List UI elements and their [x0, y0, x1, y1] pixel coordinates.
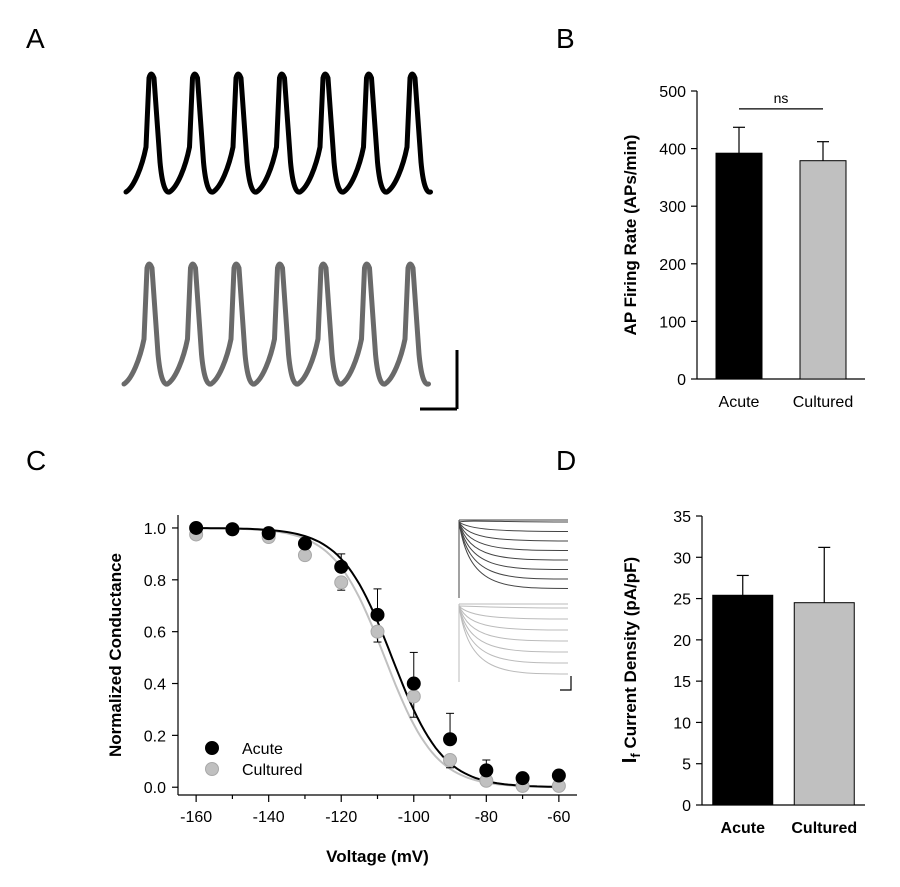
inset-trace-acute	[458, 521, 569, 532]
y-tick-label: 35	[673, 509, 691, 526]
x-tick-label: -160	[180, 809, 212, 826]
y-tick-label: 1.0	[144, 521, 166, 538]
x-tick-label: -60	[547, 809, 570, 826]
y-axis-title: Normalized Conductance	[106, 553, 125, 757]
data-point-cultured	[406, 689, 421, 704]
y-tick-label: 0	[677, 372, 686, 389]
scale-bar	[420, 350, 459, 411]
bar-cultured	[793, 602, 855, 806]
x-tick-label: -120	[325, 809, 357, 826]
panel-b-firing-rate-chart: 0 100 200 300 400 500 Acute Cultured ns AP Firing…	[621, 84, 865, 411]
data-point-cultured	[297, 548, 312, 563]
data-point-acute	[515, 771, 530, 786]
inset-trace-cultured	[458, 605, 569, 675]
y-tick-label: 10	[673, 715, 691, 732]
y-tick-label: 0.0	[144, 780, 166, 797]
y-tick-label: 0.2	[144, 728, 166, 745]
panel-letter-a: A	[26, 23, 45, 54]
data-point-acute	[370, 607, 385, 622]
inset-trace-acute	[458, 521, 569, 589]
data-point-cultured	[334, 575, 349, 590]
data-point-cultured	[443, 753, 458, 767]
data-point-acute	[297, 536, 312, 551]
panel-letter-d: D	[556, 445, 576, 476]
inset-trace-cultured	[458, 605, 569, 631]
y-axis-title-main: I	[619, 758, 641, 764]
data-point-acute	[225, 522, 240, 537]
data-point-acute	[443, 732, 458, 747]
legend-marker-acute	[205, 741, 219, 755]
y-tick-label: 30	[673, 550, 691, 567]
x-tick-label: -140	[253, 809, 285, 826]
panel-a-action-potential-traces	[121, 71, 459, 411]
y-tick-label: 200	[659, 257, 686, 274]
data-point-acute	[406, 676, 421, 691]
legend-marker-cultured	[205, 762, 219, 776]
x-category-label: Acute	[721, 820, 766, 837]
x-category-label: Cultured	[793, 394, 853, 411]
inset-trace-acute	[458, 521, 569, 542]
y-tick-label: 15	[673, 674, 691, 691]
x-axis-title: Voltage (mV)	[326, 847, 429, 866]
y-tick-label: 100	[659, 314, 686, 331]
bar-cultured	[799, 160, 847, 380]
panel-c-conductance-chart: 0.0 0.2 0.4 0.6 0.8 1.0 -160 -140 -120 -100 -80 -60…	[106, 515, 577, 866]
legend-label-cultured: Cultured	[242, 762, 302, 779]
y-axis-title-subscript: f	[628, 753, 643, 758]
data-point-acute	[261, 526, 276, 541]
data-point-acute	[334, 559, 349, 574]
x-category-label: Acute	[719, 394, 760, 411]
trace-cultured	[121, 261, 431, 387]
data-point-acute	[479, 763, 494, 778]
inset-trace-cultured	[458, 605, 569, 664]
inset-trace-acute	[458, 521, 569, 551]
current-traces-inset	[458, 519, 572, 691]
y-tick-label: 500	[659, 84, 686, 101]
trace-acute	[123, 71, 433, 195]
y-axis-title: If Current Density (pA/pF)	[619, 557, 643, 763]
y-tick-label: 25	[673, 592, 691, 609]
y-axis-title-rest: Current Density (pA/pF)	[621, 557, 640, 753]
legend-label-acute: Acute	[242, 741, 283, 758]
inset-trace-acute	[458, 521, 569, 570]
panel-letter-b: B	[556, 23, 575, 54]
inset-trace-cultured	[458, 605, 569, 653]
inset-scale-bar	[560, 676, 572, 691]
panel-letter-c: C	[26, 445, 46, 476]
panel-d-current-density-chart: 0 5 10 15 20 25 30 35 Acute Cultured If Current De…	[619, 509, 865, 837]
y-tick-label: 0.8	[144, 573, 166, 590]
bar-acute	[712, 594, 774, 806]
inset-trace-cultured	[458, 605, 569, 609]
y-tick-label: 0	[682, 798, 691, 815]
y-tick-label: 400	[659, 142, 686, 159]
y-tick-label: 0.4	[144, 677, 166, 694]
data-point-acute	[551, 768, 566, 783]
inset-trace-acute	[458, 520, 569, 523]
x-tick-label: -80	[475, 809, 498, 826]
bar-acute	[715, 152, 763, 380]
inset-trace-cultured	[458, 605, 569, 642]
x-tick-label: -100	[398, 809, 430, 826]
y-tick-label: 0.6	[144, 625, 166, 642]
inset-trace-cultured	[458, 605, 569, 620]
y-tick-label: 20	[673, 633, 691, 650]
data-point-cultured	[370, 624, 385, 639]
y-tick-label: 300	[659, 199, 686, 216]
data-point-acute	[189, 520, 204, 535]
y-tick-label: 5	[682, 757, 691, 774]
inset-trace-acute	[458, 521, 569, 561]
inset-trace-acute	[458, 521, 569, 580]
significance-label: ns	[774, 90, 789, 106]
x-category-label: Cultured	[791, 820, 857, 837]
y-axis-title: AP Firing Rate (APs/min)	[621, 135, 640, 336]
